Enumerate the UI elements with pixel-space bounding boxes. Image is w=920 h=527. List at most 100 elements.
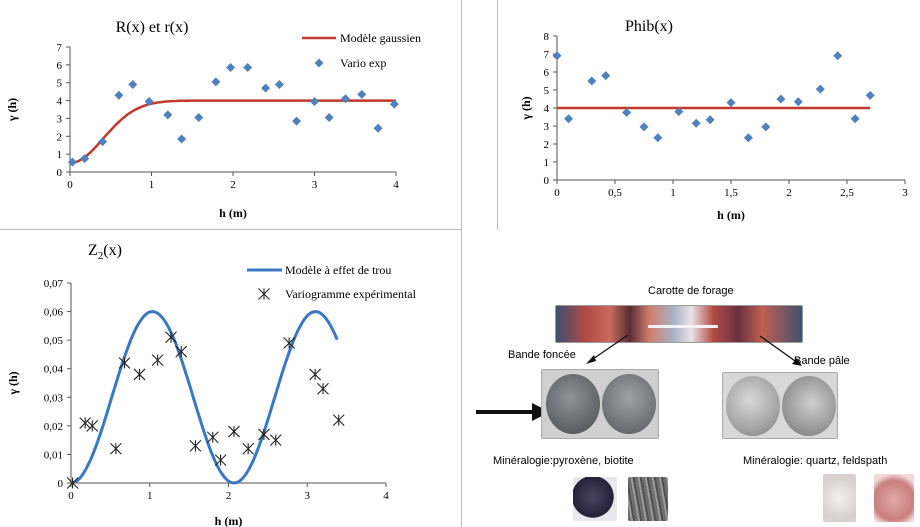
data-point (194, 113, 204, 123)
y-tick-label: 0,07 (44, 278, 64, 290)
data-point (269, 434, 282, 447)
x-tick-label: 2 (786, 187, 792, 199)
x-tick-label: 2 (230, 179, 236, 191)
data-point (317, 382, 329, 395)
data-point (214, 454, 227, 467)
data-point (776, 94, 786, 104)
data-point (98, 137, 108, 147)
data-point (175, 345, 188, 358)
x-tick-label: 1 (670, 187, 676, 199)
pale-band-photo (722, 372, 838, 439)
chart-title: Phib(x) (625, 18, 673, 35)
y-tick-label: 0 (58, 478, 64, 490)
data-point (310, 96, 319, 106)
data-point (165, 331, 177, 344)
data-point (691, 118, 701, 128)
y-tick-label: 0,03 (44, 392, 64, 404)
y-tick-label: 0,04 (44, 364, 64, 376)
y-tick-label: 1 (57, 149, 63, 161)
chart-z2-panel: 0 1 2 3 4 0 0,01 0,02 0,03 0,04 0,05 0,06 0,07 Z2(x) h… (0, 230, 462, 527)
pale-band-label: Bande pâle (794, 355, 850, 367)
data-point (283, 337, 296, 349)
data-point (309, 368, 322, 381)
data-point (833, 51, 843, 61)
data-point (332, 414, 345, 427)
chart-r: 0 1 2 3 4 0 1 2 3 4 5 6 7 R(x) et r(x) h (m) γ (h) Modèl… (5, 19, 421, 220)
dark-band-photo (541, 369, 659, 439)
data-point (815, 84, 825, 94)
data-point (705, 115, 715, 125)
data-point (243, 63, 253, 73)
y-tick-label: 6 (544, 67, 550, 79)
chart-phib: 0 0,5 1 1,5 2 2,5 3 0 1 2 3 4 5 6 7 8 Phib(x) h (m) γ (h) (519, 18, 908, 222)
chart-phib-panel: 0 0,5 1 1,5 2 2,5 3 0 1 2 3 4 5 6 7 8 Phib(x) h (m) γ (h) (497, 0, 920, 230)
data-point (552, 51, 562, 61)
legend-data-swatch (314, 58, 324, 68)
data-point (258, 428, 270, 441)
x-tick-label: 0 (68, 490, 74, 502)
data-point (189, 439, 202, 452)
y-axis-title: γ (h) (6, 371, 20, 395)
data-point (242, 442, 255, 455)
dark-band-label: Bande foncée (508, 349, 576, 361)
y-tick-label: 0,06 (44, 307, 64, 319)
y-tick-label: 5 (57, 78, 63, 90)
x-tick-label: 1 (149, 179, 155, 191)
data-point (206, 431, 219, 444)
data-point (211, 77, 221, 87)
data-point (639, 122, 649, 132)
x-tick-label: 0 (67, 179, 73, 191)
pale-band-arrowhead (792, 358, 802, 366)
biotite-sample-photo (628, 477, 668, 521)
data-point (67, 157, 77, 167)
y-tick-label: 6 (57, 60, 63, 72)
quartz-sample-photo (823, 474, 856, 522)
data-point (743, 133, 753, 143)
data-point (389, 99, 399, 109)
y-tick-label: 0,05 (44, 335, 64, 347)
y-tick-label: 5 (544, 85, 550, 97)
y-tick-label: 3 (544, 121, 550, 133)
legend-data-label: Vario exp (340, 56, 386, 70)
chart-title: R(x) et r(x) (116, 19, 189, 36)
model-curve (69, 99, 396, 165)
y-tick-label: 2 (544, 139, 550, 151)
x-tick-label: 4 (393, 179, 399, 191)
data-point (793, 97, 803, 107)
data-point (324, 113, 334, 123)
legend-data-label: Variogramme expérimental (285, 287, 417, 301)
dark-band-arrow (589, 334, 629, 362)
y-tick-label: 1 (544, 157, 550, 169)
data-point (86, 419, 99, 432)
data-point (622, 108, 632, 117)
data-point (726, 98, 736, 108)
x-axis-title: h (m) (219, 206, 247, 220)
x-tick-label: 0 (554, 187, 560, 199)
drill-core-highlight (648, 325, 718, 328)
data-point (163, 110, 173, 120)
pale-band-arrow (759, 335, 799, 364)
data-point (80, 154, 90, 164)
x-axis-title: h (m) (717, 208, 745, 222)
x-tick-label: 1 (147, 490, 153, 502)
dark-mineralogy-label: Minéralogie:pyroxène, biotite (493, 455, 634, 467)
data-point (601, 71, 611, 81)
x-tick-label: 2 (226, 490, 232, 502)
pyroxene-sample-photo (573, 477, 617, 521)
x-tick-label: 3 (305, 490, 311, 502)
data-point (144, 96, 154, 106)
data-point (133, 368, 146, 381)
data-point (261, 83, 271, 93)
legend-model-label: Modèle gaussien (340, 31, 421, 45)
y-axis-title: γ (h) (5, 98, 19, 122)
y-tick-label: 2 (57, 131, 63, 143)
data-point (114, 90, 124, 100)
data-point (66, 477, 79, 489)
data-point (177, 134, 187, 144)
pale-mineralogy-label: Minéralogie: quartz, feldspath (743, 455, 888, 467)
data-point (292, 116, 302, 126)
core-title: Carotte de forage (648, 285, 734, 297)
data-point (118, 357, 131, 369)
data-point (850, 114, 860, 124)
chart-z2: 0 1 2 3 4 0 0,01 0,02 0,03 0,04 0,05 0,06 0,07 Z2(x) h… (6, 242, 417, 527)
